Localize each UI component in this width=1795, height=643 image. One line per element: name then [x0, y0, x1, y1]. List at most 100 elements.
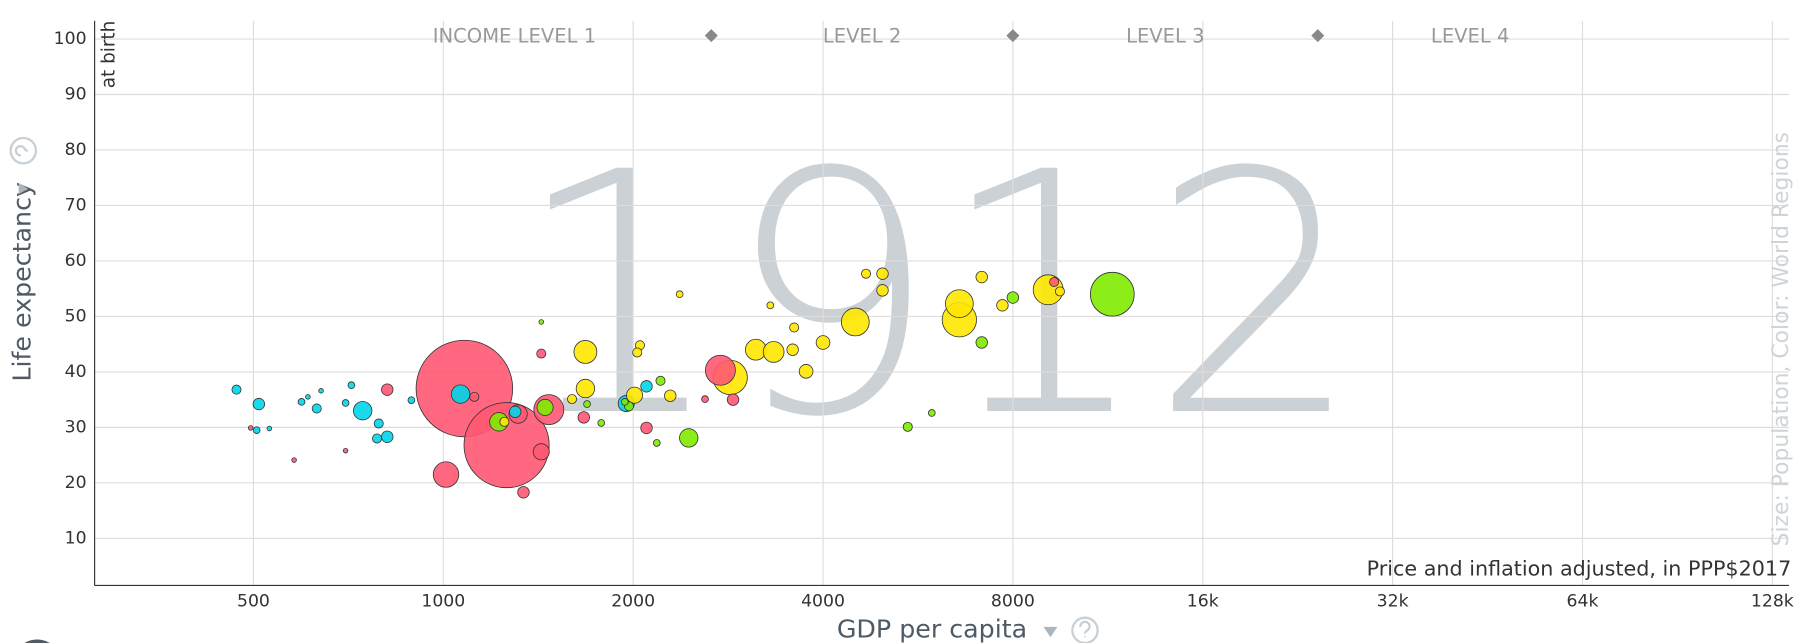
bubble: [701, 395, 709, 403]
bubble: [347, 381, 356, 390]
x-tick-label: 4000: [801, 592, 845, 612]
y-axis-label[interactable]: Life expectancy: [7, 182, 36, 382]
y-axis-menu[interactable]: [18, 182, 28, 195]
bubble: [1006, 291, 1020, 304]
bubble: [577, 411, 590, 424]
bubble: [798, 364, 814, 379]
bubble: [538, 319, 545, 325]
bubble: [655, 375, 666, 386]
income-boundary: [1006, 29, 1020, 43]
bubble: [640, 421, 653, 435]
y-tick-label: 40: [65, 362, 87, 382]
x-tick-label: 128k: [1751, 592, 1794, 612]
bubble: [247, 425, 254, 431]
bubble: [927, 409, 936, 417]
bubble: [252, 397, 266, 411]
bubble: [789, 322, 800, 333]
y-tick-label: 80: [65, 140, 87, 160]
bubble: [876, 284, 889, 297]
y-tick-label: 60: [65, 251, 87, 271]
bubble: [876, 267, 889, 280]
x-tick-label: 2000: [611, 592, 655, 612]
bubble: [640, 380, 653, 393]
bubble: [861, 268, 872, 279]
x-tick-label: 1000: [421, 592, 465, 612]
bubble: [902, 421, 913, 432]
x-tick-label: 32k: [1377, 592, 1409, 612]
y-tick-label: 100: [54, 29, 87, 49]
bubble: [996, 299, 1009, 312]
bubble: [621, 398, 629, 406]
bubble: [945, 289, 974, 318]
bubble: [815, 335, 831, 350]
bubble: [532, 443, 550, 461]
bubble: [318, 388, 324, 394]
bubble: [536, 348, 547, 359]
y-tick-label: 50: [65, 306, 87, 326]
bubble: [575, 378, 596, 399]
bubble: [252, 426, 261, 434]
bubble: [450, 384, 471, 404]
bubble: [508, 405, 522, 419]
income-level-label: LEVEL 3: [1126, 24, 1205, 47]
play-button[interactable]: [12, 639, 63, 643]
income-boundary: [1311, 29, 1325, 43]
income-level-label: LEVEL 2: [823, 24, 902, 47]
bubble: [975, 336, 988, 349]
y-tick-label: 30: [65, 417, 87, 437]
bubble: [705, 354, 736, 386]
bubble: [652, 439, 661, 447]
bubble: [463, 402, 550, 489]
bubble: [632, 347, 643, 358]
income-level-label: INCOME LEVEL 1: [433, 24, 596, 47]
size-color-note[interactable]: Size: Population, Color: World Regions: [1769, 132, 1794, 546]
bubble: [1049, 277, 1060, 287]
x-tick-label: 8000: [991, 592, 1035, 612]
x-tick-label: 16k: [1187, 592, 1219, 612]
y-tick-label: 70: [65, 195, 87, 215]
bubble: [342, 447, 349, 454]
x-tick-label: 64k: [1567, 592, 1599, 612]
x-axis-menu[interactable]: [1043, 626, 1058, 638]
bubble: [679, 428, 699, 448]
bubble: [762, 341, 785, 363]
bubble: [341, 399, 350, 407]
bubble: [353, 401, 373, 421]
bubble: [311, 403, 322, 414]
y-axis-note: at birth: [99, 21, 120, 89]
bubble: [675, 290, 684, 299]
bubble: [626, 386, 644, 404]
bubble: [975, 270, 988, 284]
bubble: [1054, 286, 1065, 297]
bubble: [305, 394, 311, 400]
bubble: [469, 391, 480, 402]
bubble: [786, 343, 799, 356]
bubble: [567, 394, 578, 405]
x-axis-note: Price and inflation adjusted, in PPP$201…: [1367, 556, 1792, 580]
bubble: [573, 340, 598, 364]
bubble: [597, 419, 606, 427]
x-tick-label: 500: [237, 592, 270, 612]
bubble: [499, 416, 510, 427]
x-axis-label[interactable]: GDP per capita: [837, 614, 1027, 643]
y-help-icon[interactable]: [9, 136, 38, 165]
bubble: [517, 486, 530, 499]
bubble: [583, 400, 591, 408]
y-tick-label: 90: [65, 84, 87, 104]
bubble: [536, 398, 554, 416]
bubble: [297, 398, 306, 406]
bubble: [664, 389, 677, 402]
y-tick-label: 20: [65, 473, 87, 493]
bubble: [291, 457, 297, 463]
bubble: [407, 396, 416, 404]
bubble: [373, 418, 384, 429]
bubble: [432, 461, 460, 488]
y-tick-label: 10: [65, 528, 87, 548]
x-help-icon[interactable]: [1071, 616, 1099, 643]
bubble: [840, 307, 870, 337]
bubble: [381, 383, 394, 396]
bubble: [266, 425, 273, 432]
bubble: [372, 433, 382, 444]
bubble: [381, 430, 394, 443]
